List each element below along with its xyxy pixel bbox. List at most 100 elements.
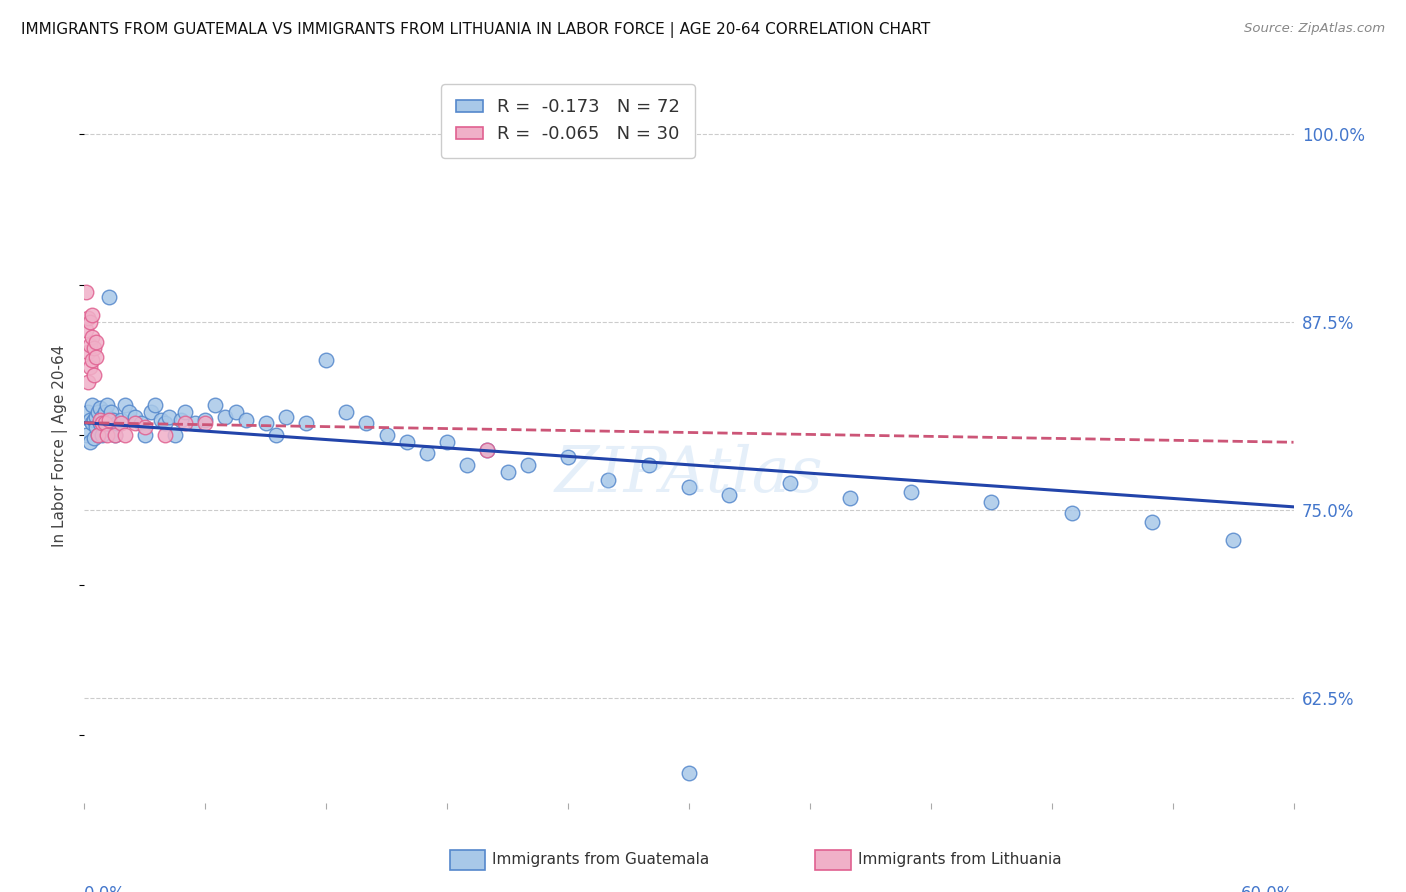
Point [194,416,217,430]
Text: IMMIGRANTS FROM GUATEMALA VS IMMIGRANTS FROM LITHUANIA IN LABOR FORCE | AGE 20-6: IMMIGRANTS FROM GUATEMALA VS IMMIGRANTS … [21,22,931,38]
Point [174,405,197,419]
Point [124,416,146,430]
Point [264,427,287,442]
Point [134,427,156,442]
Point [1222,533,1244,547]
Point [839,491,862,505]
Point [456,458,478,472]
Point [83,368,105,382]
Point [89,413,111,427]
Legend: R =  -0.173   N = 72, R =  -0.065   N = 30: R = -0.173 N = 72, R = -0.065 N = 30 [441,84,695,158]
Point [89,416,111,430]
Point [779,475,801,490]
Point [295,416,318,430]
Point [79,360,101,375]
Point [170,413,193,427]
Point [114,398,136,412]
Point [86,409,108,424]
Point [101,413,124,427]
Point [1060,506,1083,520]
Point [87,427,110,442]
Point [96,416,118,430]
Text: 60.0%: 60.0% [1241,886,1294,892]
Point [114,427,136,442]
Text: Immigrants from Lithuania: Immigrants from Lithuania [858,853,1062,867]
Point [356,416,378,430]
Point [91,416,114,430]
Point [79,337,101,351]
Point [557,450,579,465]
Point [980,495,1002,509]
Text: Immigrants from Guatemala: Immigrants from Guatemala [492,853,710,867]
Point [416,446,439,460]
Point [477,442,499,457]
Text: Source: ZipAtlas.com: Source: ZipAtlas.com [1244,22,1385,36]
Point [75,427,97,442]
Point [93,413,115,427]
Point [149,413,172,427]
Point [75,322,97,336]
Point [77,345,100,359]
Point [134,420,156,434]
Point [110,413,132,427]
Point [225,405,247,419]
Point [104,427,127,442]
Point [254,416,277,430]
Point [87,427,110,442]
Point [87,405,110,419]
Point [91,409,114,424]
Point [104,427,127,442]
Point [678,480,700,494]
Point [194,413,217,427]
Y-axis label: In Labor Force | Age 20-64: In Labor Force | Age 20-64 [52,345,69,547]
Point [637,458,659,472]
Point [165,427,187,442]
Point [496,465,519,479]
Text: 0.0%: 0.0% [84,886,127,892]
Point [598,473,620,487]
Point [153,416,176,430]
Point [89,401,111,415]
Point [375,427,398,442]
Point [86,420,108,434]
Point [718,488,741,502]
Point [83,431,105,445]
Point [395,435,418,450]
Point [900,484,922,499]
Point [75,285,97,299]
Point [86,350,108,364]
Point [82,416,104,430]
Point [82,352,104,367]
Point [91,427,114,442]
Point [153,427,176,442]
Point [157,409,180,424]
Point [82,308,104,322]
Point [105,416,128,430]
Point [174,416,197,430]
Point [93,416,115,430]
Point [129,416,152,430]
Point [82,398,104,412]
Point [83,413,105,427]
Point [436,435,458,450]
Point [124,409,146,424]
Point [86,334,108,349]
Point [235,413,257,427]
Point [83,341,105,355]
Point [96,398,118,412]
Point [274,409,297,424]
Point [77,375,100,389]
Text: ZIPAtlas: ZIPAtlas [554,443,824,506]
Point [97,413,120,427]
Point [79,315,101,329]
Point [315,352,337,367]
Point [335,405,357,419]
Point [204,398,226,412]
Point [93,405,115,419]
Point [96,427,118,442]
Point [100,405,122,419]
Point [516,458,538,472]
Point [118,405,141,419]
Point [77,310,100,325]
Point [143,398,166,412]
